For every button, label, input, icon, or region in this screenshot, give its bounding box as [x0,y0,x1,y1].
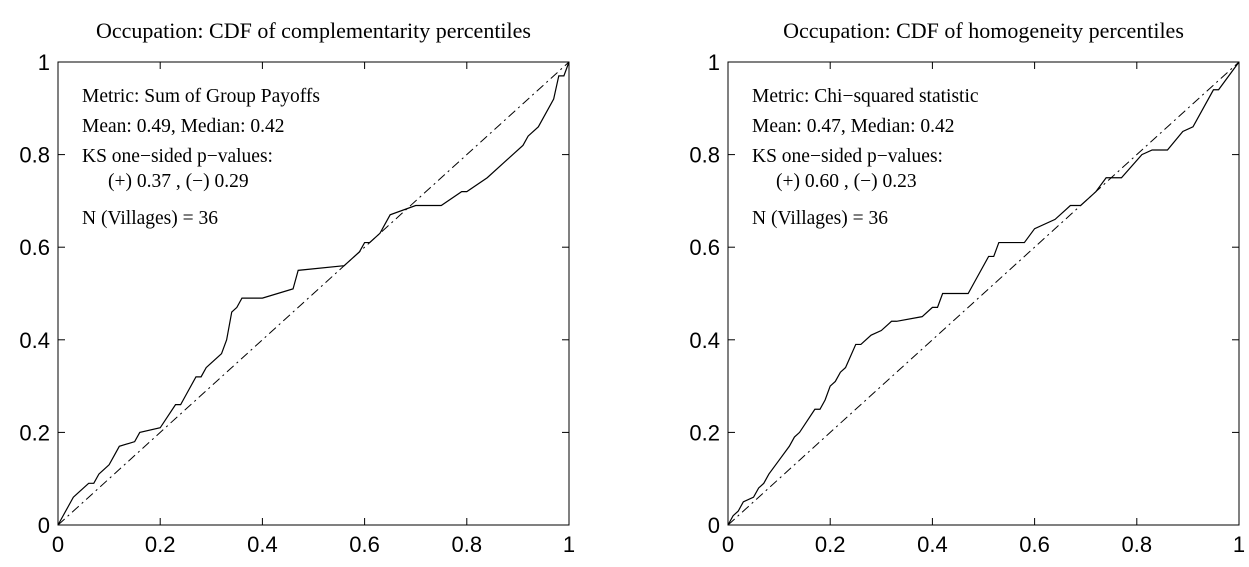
x-tick-label: 0 [52,532,64,557]
annotation-line: Mean: 0.49, Median: 0.42 [82,116,285,137]
x-tick-label: 0.6 [1019,532,1050,557]
cdf-series-line [727,61,1240,526]
x-tick-label: 1 [1233,532,1245,557]
y-tick-label: 0.8 [689,143,720,168]
x-tick-label: 0.4 [247,532,278,557]
y-tick-label: 0.2 [689,420,720,445]
y-tick-label: 0.2 [19,420,50,445]
x-tick-label: 0.4 [917,532,948,557]
annotation-line: KS one−sided p−values: [752,146,943,167]
x-tick-label: 0.2 [145,532,176,557]
x-tick-label: 0.8 [1122,532,1153,557]
annotation-line: Mean: 0.47, Median: 0.42 [752,116,955,137]
x-tick-label: 0.2 [815,532,846,557]
chart-title: Occupation: CDF of homogeneity percentil… [783,18,1184,43]
y-tick-label: 0.4 [689,328,720,353]
annotation-line: (+) 0.37 , (−) 0.29 [108,171,249,192]
reference-diagonal-line [57,61,570,526]
y-tick-label: 0.6 [19,235,50,260]
y-tick-label: 0.4 [19,328,50,353]
axes-frame [727,61,1240,526]
y-tick-label: 1 [38,50,50,75]
annotation-line: Metric: Chi−squared statistic [752,86,979,107]
chart-panel-homogeneity: Occupation: CDF of homogeneity percentil… [689,18,1245,557]
chart-panel-complementarity: Occupation: CDF of complementarity perce… [19,18,575,557]
annotation-line: (+) 0.60 , (−) 0.23 [776,171,917,192]
x-tick-label: 0.8 [452,532,483,557]
y-tick-label: 0.8 [19,143,50,168]
x-tick-label: 0 [722,532,734,557]
annotation-line: KS one−sided p−values: [82,146,273,167]
y-tick-label: 0 [708,513,720,538]
axes-frame [57,61,570,526]
cdf-series-line [57,61,570,526]
x-tick-label: 0.6 [349,532,380,557]
annotation-line: N (Villages) = 36 [82,208,218,229]
chart-title: Occupation: CDF of complementarity perce… [96,18,531,43]
annotation-line: N (Villages) = 36 [752,208,888,229]
x-tick-label: 1 [563,532,575,557]
annotation-line: Metric: Sum of Group Payoffs [82,86,320,107]
reference-diagonal-line [727,61,1240,526]
y-tick-label: 0 [38,513,50,538]
y-tick-label: 0.6 [689,235,720,260]
y-tick-label: 1 [708,50,720,75]
